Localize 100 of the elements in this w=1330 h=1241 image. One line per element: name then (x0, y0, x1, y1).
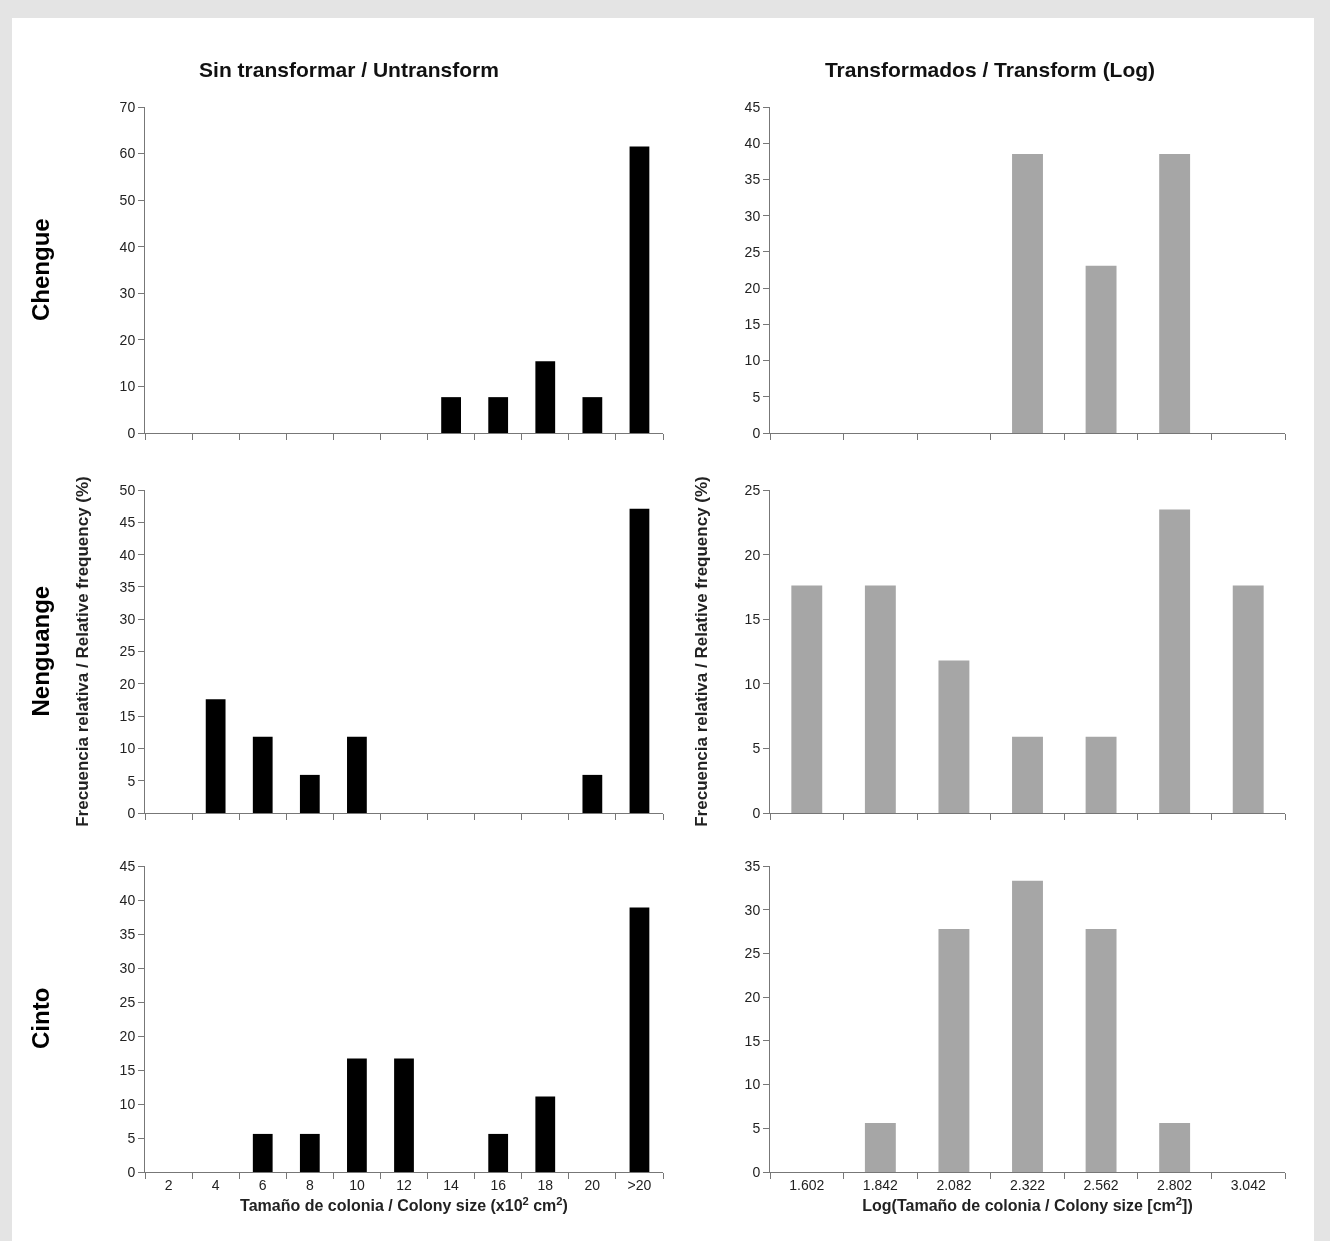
y-tick-label: 50 (119, 481, 136, 498)
bar (488, 1133, 509, 1172)
bar (629, 508, 650, 813)
y-tick-label: 35 (744, 857, 761, 874)
bar (1012, 736, 1043, 813)
bar (252, 736, 273, 813)
y-axis-title: Frecuencia relativa / Relative frequency (%) (73, 476, 93, 827)
bar (582, 774, 603, 813)
x-tick-label: 16 (490, 1176, 507, 1193)
y-tick-label: 30 (119, 611, 136, 628)
text: Cinto (27, 987, 54, 1049)
y-tick-label: 20 (119, 331, 136, 348)
y-tick-label: 0 (752, 424, 761, 441)
bar (938, 928, 970, 1172)
y-tick-label: 40 (119, 546, 136, 563)
y-tick-label: 0 (752, 1163, 761, 1180)
bar (347, 736, 367, 813)
y-tick-label: 20 (119, 1027, 136, 1044)
x-tick-label: 3.042 (1230, 1176, 1266, 1193)
x-tick-label: >20 (627, 1176, 652, 1193)
x-tick-label: 2.322 (1009, 1176, 1046, 1193)
y-tick-label: 15 (119, 708, 136, 724)
y-tick-label: 5 (752, 740, 761, 757)
bar (1232, 585, 1264, 813)
bar (535, 361, 556, 433)
x-tick-label: 18 (537, 1176, 554, 1193)
y-tick-label: 10 (119, 1095, 136, 1112)
x-tick-label: 2.562 (1083, 1176, 1119, 1193)
x-tick-label: 1.842 (862, 1176, 899, 1193)
y-tick-label: 25 (119, 643, 136, 660)
bar (1159, 1123, 1191, 1172)
y-tick-label: 30 (744, 901, 761, 918)
y-tick-label: 25 (744, 481, 761, 498)
x-axis-title: Tamaño de colonia / Colony size (x10$^{2}$ cm$^{2}$) (240, 1194, 568, 1215)
y-tick-label: 40 (119, 891, 136, 908)
y-tick-label: 35 (744, 171, 761, 188)
x-tick-label: 4 (211, 1176, 220, 1193)
y-tick-label: 45 (744, 98, 761, 115)
bar (629, 146, 650, 433)
bar (1159, 509, 1191, 813)
bar (488, 397, 509, 433)
y-tick-label: 10 (744, 1076, 761, 1093)
y-tick-label: 50 (119, 192, 136, 209)
y-tick-label: 5 (127, 1129, 136, 1146)
text: Chengue (27, 218, 54, 321)
bar (864, 1123, 896, 1172)
y-tick-label: 0 (127, 804, 136, 821)
y-tick-label: 5 (127, 772, 136, 789)
x-tick-label: 2 (164, 1176, 173, 1193)
bar (1012, 880, 1043, 1172)
bar (347, 1058, 367, 1172)
y-tick-label: 30 (119, 959, 136, 976)
y-tick-label: 0 (752, 804, 761, 821)
bar (252, 1133, 273, 1172)
y-tick-label: 60 (119, 145, 136, 162)
bar (864, 585, 896, 813)
chart-title: Transformados / Transform (Log) (824, 58, 1156, 82)
text: Nenguange (26, 585, 54, 717)
y-tick-label: 25 (744, 945, 761, 962)
x-tick-label: 6 (258, 1176, 267, 1193)
x-tick-label: 2.802 (1157, 1176, 1193, 1193)
y-tick-label: 30 (119, 285, 136, 302)
y-tick-label: 5 (752, 1120, 761, 1137)
bar (394, 1058, 414, 1172)
y-tick-label: 5 (752, 388, 761, 405)
y-tick-label: 45 (119, 514, 136, 531)
bar (629, 907, 650, 1172)
bar (205, 699, 226, 813)
bar (791, 585, 823, 813)
x-tick-label: 14 (443, 1176, 460, 1193)
y-tick-label: 20 (744, 989, 761, 1006)
y-tick-label: 10 (119, 378, 136, 395)
y-tick-label: 35 (119, 925, 136, 942)
bar (938, 660, 970, 813)
y-tick-label: 15 (744, 1032, 761, 1049)
y-tick-label: 0 (127, 1163, 136, 1180)
bar (441, 397, 461, 433)
y-tick-label: 20 (744, 280, 761, 297)
x-axis-title: Log(Tamaño de colonia / Colony size [cm$^{2}$]) (862, 1194, 1193, 1215)
y-tick-label: 35 (119, 578, 136, 595)
bar (299, 774, 320, 813)
y-tick-label: 70 (119, 98, 136, 115)
y-tick-label: 25 (744, 243, 761, 260)
y-tick-label: 20 (119, 675, 136, 692)
bar (582, 397, 603, 433)
y-tick-label: 25 (119, 993, 136, 1010)
y-tick-label: 10 (744, 352, 761, 369)
y-axis-title: Frecuencia relativa / Relative frequency (%) (692, 476, 712, 827)
x-tick-label: 10 (349, 1176, 365, 1193)
y-tick-label: 10 (744, 675, 761, 692)
y-tick-label: 0 (127, 424, 136, 441)
x-tick-label: 20 (584, 1176, 601, 1193)
y-tick-label: 15 (119, 1061, 136, 1078)
bar (1085, 928, 1117, 1172)
y-tick-label: 45 (119, 857, 136, 874)
y-tick-label: 15 (744, 611, 761, 628)
x-tick-label: 12 (396, 1176, 412, 1193)
y-tick-label: 10 (119, 740, 136, 757)
x-tick-label: 8 (305, 1176, 314, 1193)
y-tick-label: 15 (744, 316, 761, 333)
